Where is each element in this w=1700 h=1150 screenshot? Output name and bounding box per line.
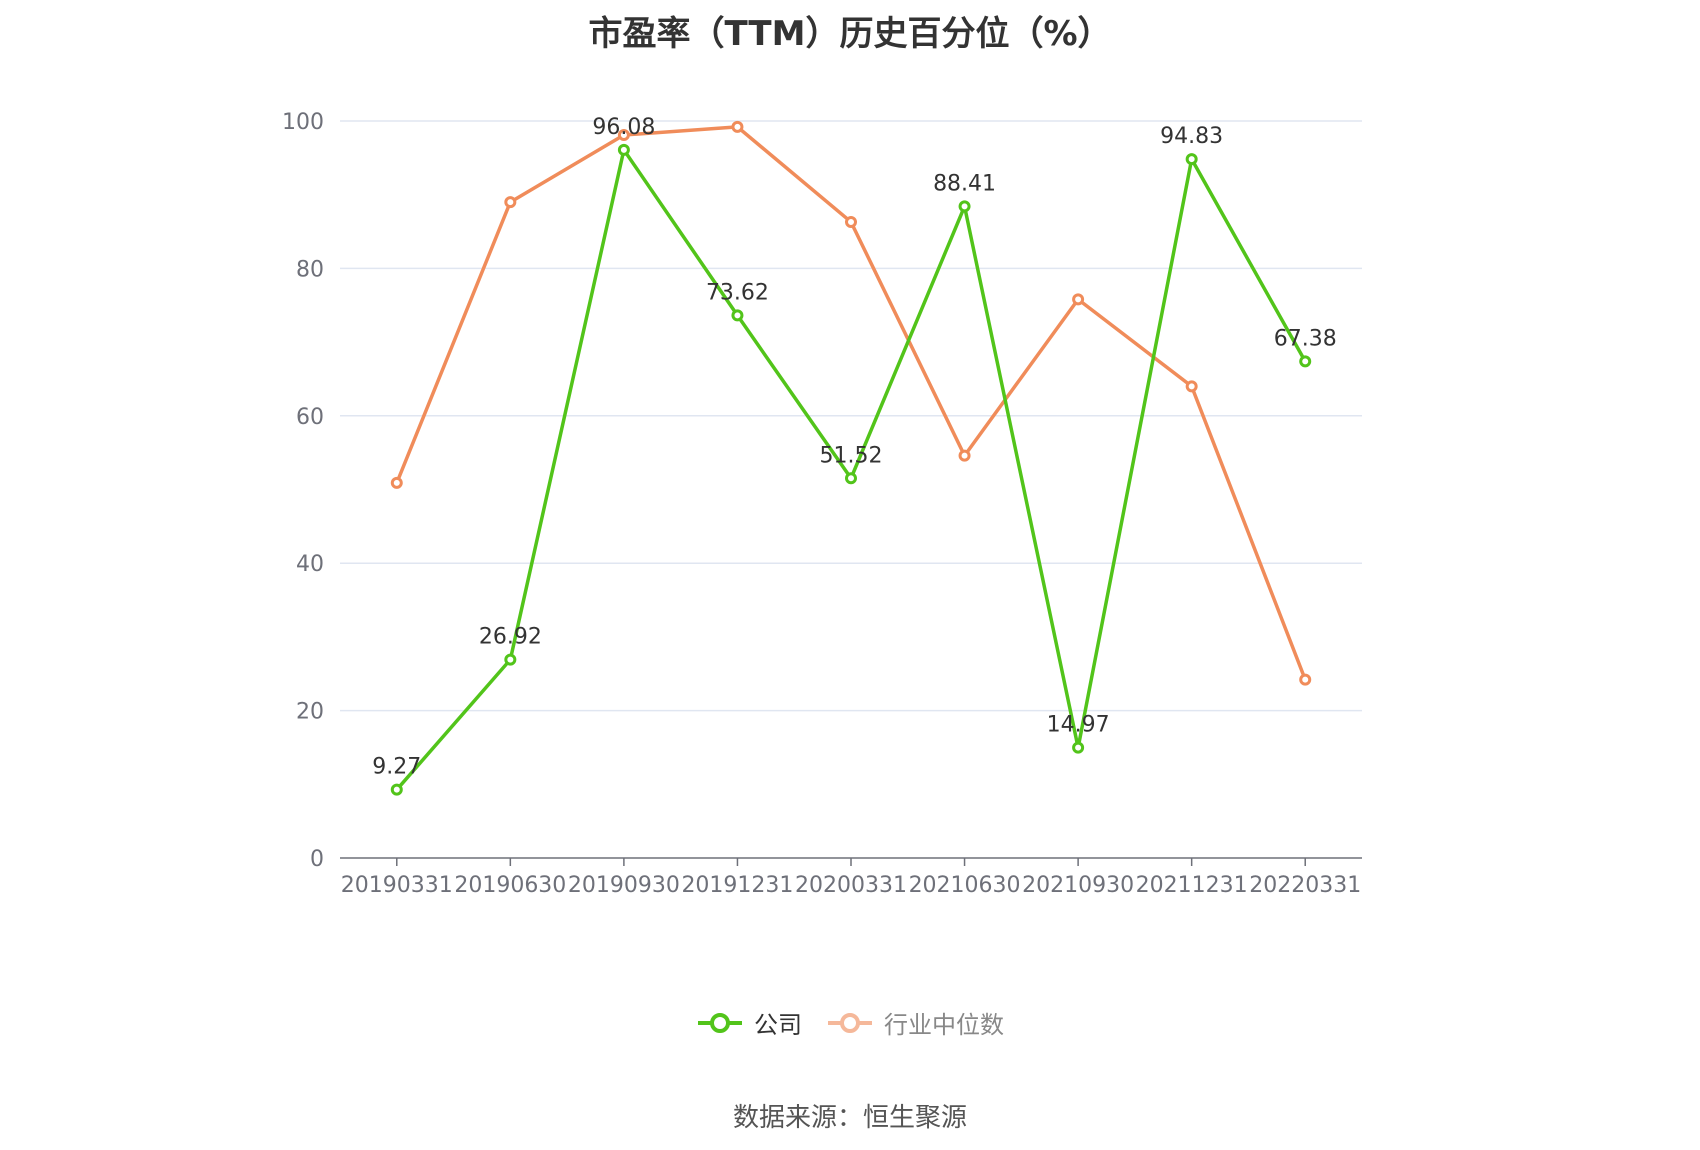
legend-industry-line-icon (828, 1012, 872, 1033)
x-tick-label: 20211231 (1136, 873, 1248, 898)
legend-item-company[interactable]: 公司 (696, 1005, 802, 1040)
y-tick-label: 80 (296, 257, 324, 282)
legend: 公司 行业中位数 (0, 1005, 1700, 1040)
legend-item-industry-median[interactable]: 行业中位数 (826, 1005, 1004, 1040)
data-label: 73.62 (706, 280, 769, 305)
data-source-note: 数据来源：恒生聚源 (732, 1103, 967, 1133)
series-line-company (395, 148, 1307, 791)
data-point-industry-median (504, 196, 517, 209)
x-tick-label: 20200331 (795, 873, 907, 898)
data-point-industry-median (958, 449, 971, 462)
x-tick-label: 20210630 (909, 873, 1021, 898)
data-point-industry-median (390, 476, 403, 489)
data-point-company (1072, 741, 1085, 754)
data-point-company (390, 783, 403, 796)
x-tick-label: 20210930 (1022, 873, 1134, 898)
legend-industry-label: 行业中位数 (884, 1011, 1004, 1039)
data-point-company (958, 200, 971, 213)
data-label: 67.38 (1274, 326, 1337, 351)
data-point-company (845, 472, 857, 485)
data-point-industry-median (1185, 380, 1198, 393)
x-tick-label: 20220331 (1249, 873, 1361, 898)
y-tick-label: 100 (282, 110, 324, 135)
x-tick-label: 20190630 (454, 873, 566, 898)
data-point-industry-median (1072, 293, 1085, 306)
legend-company-label: 公司 (754, 1011, 802, 1039)
legend-company-line-icon (698, 1012, 742, 1033)
data-point-industry-median (617, 129, 630, 142)
data-label: 88.41 (933, 171, 996, 196)
y-tick-label: 0 (310, 847, 324, 872)
data-label: 96.08 (592, 115, 655, 140)
series-line-industry-median (395, 125, 1307, 681)
x-tick-label: 20190331 (341, 873, 453, 898)
data-label: 51.52 (820, 443, 883, 468)
x-tick-label: 20190930 (568, 873, 680, 898)
data-point-industry-median (1299, 673, 1312, 686)
data-point-company (731, 309, 744, 322)
data-label: 14.97 (1047, 713, 1110, 738)
chart-title: 市盈率（TTM）历史百分位（%） (588, 14, 1112, 54)
data-point-industry-median (731, 120, 744, 133)
y-tick-label: 20 (296, 700, 324, 725)
data-point-company (617, 143, 630, 156)
data-label: 9.27 (372, 755, 421, 780)
data-point-company (1185, 153, 1198, 166)
data-label: 26.92 (479, 625, 542, 650)
data-label: 94.83 (1160, 124, 1223, 149)
y-tick-label: 40 (296, 552, 324, 577)
data-point-company (504, 653, 517, 666)
data-point-industry-median (845, 215, 857, 228)
x-tick-label: 20191231 (681, 873, 793, 898)
y-tick-label: 60 (296, 405, 324, 430)
data-point-company (1299, 355, 1312, 368)
